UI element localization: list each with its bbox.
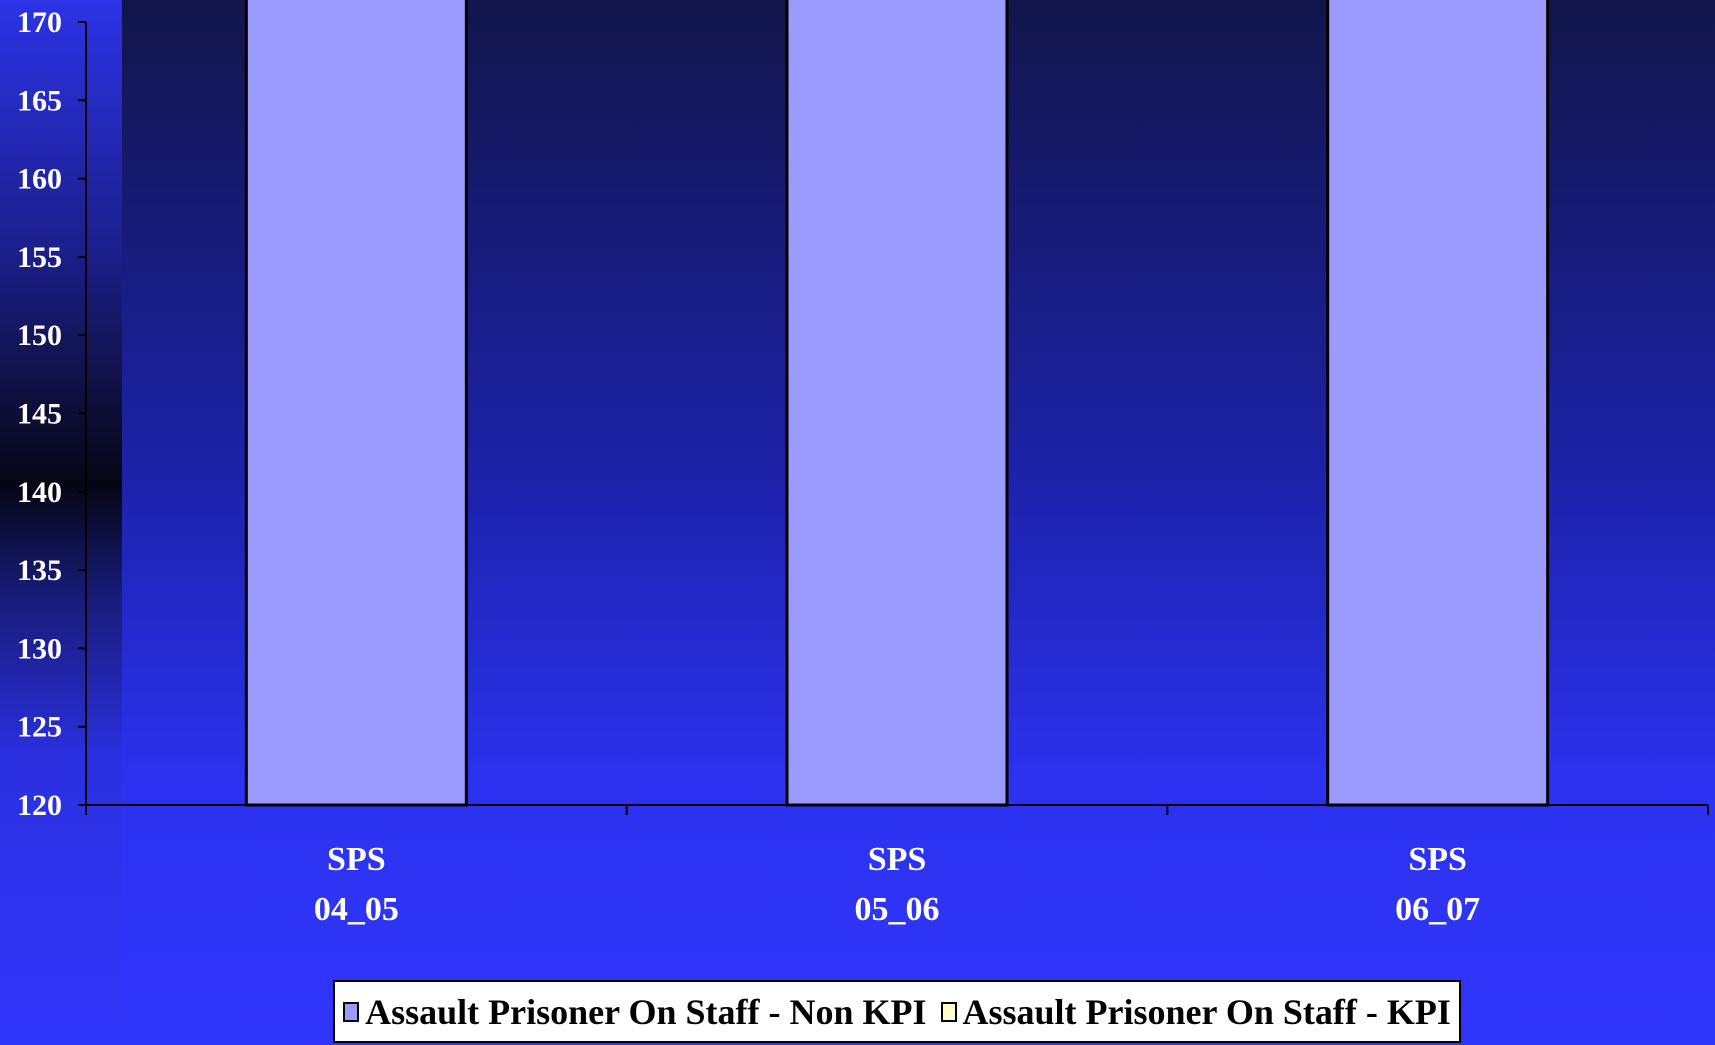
y-tick-label-145: 145 [17,398,62,431]
category-label-2-line-0: SPS [1408,841,1467,878]
legend-label-kpi: Assault Prisoner On Staff - KPI [962,991,1451,1032]
legend-label-non-kpi: Assault Prisoner On Staff - Non KPI [365,991,927,1032]
bars [244,0,1550,807]
y-tick-label-155: 155 [17,241,62,274]
legend-swatch-kpi [940,1001,957,1022]
y-tick-label-165: 165 [17,84,62,117]
y-tick-label-130: 130 [17,632,62,665]
category-label-0-line-1: 04_05 [314,891,399,928]
legend-item-non-kpi: Assault Prisoner On Staff - Non KPI [343,991,927,1033]
y-tick-label-140: 140 [17,476,62,509]
category-label-0-line-0: SPS [327,841,386,878]
left-gradient-strip [0,0,122,1010]
bar-2-series-0 [1326,0,1550,807]
category-label-1-line-1: 05_06 [855,891,940,928]
labels: 1574SPS04_051594SPS05_0613 60SPS06_07 [314,841,1480,928]
y-tick-label-160: 160 [17,163,62,196]
bar-1-series-0 [785,0,1009,807]
y-tick-label-135: 135 [17,554,62,587]
category-label-1-line-0: SPS [868,841,927,878]
legend-swatch-non-kpi [343,1001,360,1022]
category-label-2-line-1: 06_07 [1395,891,1480,928]
y-tick-label-170: 170 [17,6,62,39]
legend-item-kpi: Assault Prisoner On Staff - KPI [940,991,1451,1033]
y-tick-label-125: 125 [17,711,62,744]
y-tick-label-120: 120 [17,789,62,822]
legend: Assault Prisoner On Staff - Non KPI Assa… [333,980,1461,1043]
y-tick-label-150: 150 [17,319,62,352]
bar-0-series-0 [244,0,468,807]
